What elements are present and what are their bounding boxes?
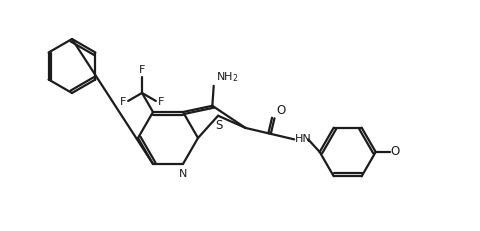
Text: O: O — [276, 104, 285, 117]
Text: NH$_2$: NH$_2$ — [215, 70, 238, 84]
Text: HN: HN — [295, 134, 311, 144]
Text: F: F — [157, 97, 164, 107]
Text: N: N — [179, 169, 187, 179]
Text: F: F — [139, 65, 145, 75]
Text: S: S — [215, 119, 222, 132]
Text: O: O — [390, 146, 399, 158]
Text: F: F — [120, 97, 126, 107]
